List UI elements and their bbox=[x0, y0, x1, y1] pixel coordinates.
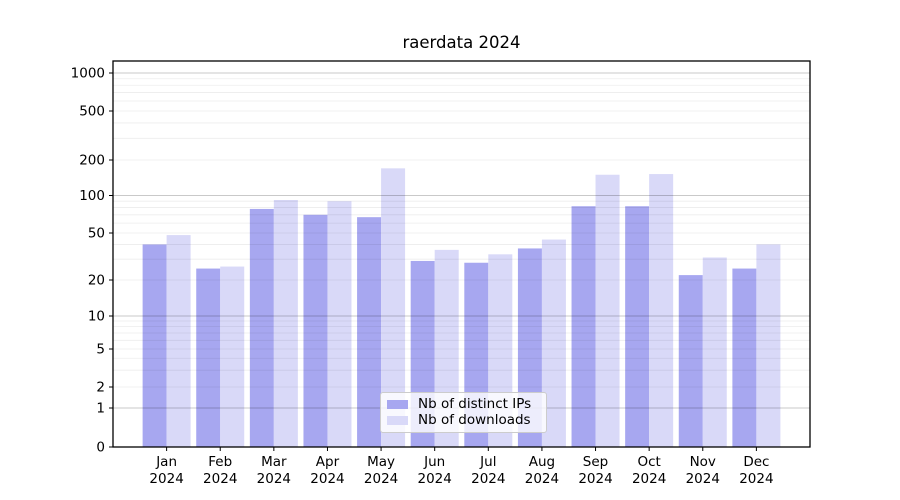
legend-label-distinct-ips: Nb of distinct IPs bbox=[418, 396, 532, 412]
bar-distinct-ips-feb bbox=[196, 268, 221, 447]
x-tick-year-label: 2024 bbox=[632, 471, 666, 487]
y-tick-label: 20 bbox=[88, 273, 105, 289]
y-tick-label: 2 bbox=[96, 380, 105, 396]
bar-distinct-ips-sep bbox=[571, 206, 596, 447]
bar-downloads-oct bbox=[649, 174, 674, 447]
bar-distinct-ips-jan bbox=[142, 244, 167, 447]
y-tick-label: 50 bbox=[88, 226, 105, 242]
bar-distinct-ips-dec bbox=[732, 268, 757, 447]
x-tick-month-label: Oct bbox=[637, 454, 660, 470]
y-tick-label: 500 bbox=[79, 104, 105, 120]
x-tick-year-label: 2024 bbox=[578, 471, 612, 487]
bar-downloads-feb bbox=[220, 266, 245, 447]
x-tick-year-label: 2024 bbox=[471, 471, 505, 487]
x-tick-month-label: Dec bbox=[743, 454, 769, 470]
y-tick-label: 1000 bbox=[71, 66, 105, 82]
y-tick-label: 0 bbox=[96, 440, 105, 456]
y-tick-label: 100 bbox=[79, 188, 105, 204]
x-tick-month-label: Sep bbox=[583, 454, 608, 470]
x-tick-year-label: 2024 bbox=[739, 471, 773, 487]
bar-distinct-ips-may bbox=[357, 217, 382, 447]
x-tick-month-label: Apr bbox=[316, 454, 340, 470]
x-tick-year-label: 2024 bbox=[203, 471, 237, 487]
x-tick-month-label: May bbox=[367, 454, 395, 470]
x-tick-month-label: Nov bbox=[690, 454, 716, 470]
x-tick-year-label: 2024 bbox=[364, 471, 398, 487]
x-tick-month-label: Jan bbox=[155, 454, 177, 470]
bar-distinct-ips-nov bbox=[678, 275, 703, 447]
x-tick-year-label: 2024 bbox=[149, 471, 183, 487]
bar-distinct-ips-mar bbox=[249, 208, 274, 447]
bar-downloads-mar bbox=[273, 200, 298, 447]
x-tick-month-label: Aug bbox=[529, 454, 555, 470]
legend-item-downloads: Nb of downloads bbox=[387, 411, 538, 428]
legend-swatch-distinct-ips bbox=[387, 400, 408, 410]
y-tick-label: 200 bbox=[79, 153, 105, 169]
y-tick-label: 5 bbox=[96, 342, 105, 358]
legend-label-downloads: Nb of downloads bbox=[418, 411, 531, 428]
x-tick-year-label: 2024 bbox=[686, 471, 720, 487]
x-tick-month-label: Jun bbox=[423, 454, 445, 470]
legend: Nb of distinct IPs Nb of downloads bbox=[380, 392, 547, 433]
x-tick-month-label: Feb bbox=[208, 454, 232, 470]
x-tick-month-label: Jul bbox=[479, 454, 496, 470]
chart-title: raerdata 2024 bbox=[402, 33, 521, 52]
bar-distinct-ips-oct bbox=[625, 206, 650, 447]
legend-swatch-downloads bbox=[387, 415, 408, 425]
y-tick-label: 1 bbox=[96, 401, 105, 417]
legend-item-distinct-ips: Nb of distinct IPs bbox=[387, 396, 538, 412]
bar-distinct-ips-apr bbox=[303, 214, 328, 447]
y-tick-label: 10 bbox=[88, 309, 105, 325]
bar-downloads-apr bbox=[327, 201, 352, 447]
x-tick-year-label: 2024 bbox=[525, 471, 559, 487]
bar-downloads-jan bbox=[166, 235, 191, 447]
bar-downloads-sep bbox=[595, 174, 620, 447]
x-tick-month-label: Mar bbox=[261, 454, 287, 470]
plot-frame bbox=[112, 60, 811, 448]
bar-downloads-dec bbox=[756, 244, 781, 447]
x-tick-year-label: 2024 bbox=[257, 471, 291, 487]
x-tick-year-label: 2024 bbox=[310, 471, 344, 487]
x-tick-year-label: 2024 bbox=[418, 471, 452, 487]
bar-downloads-nov bbox=[702, 257, 727, 447]
